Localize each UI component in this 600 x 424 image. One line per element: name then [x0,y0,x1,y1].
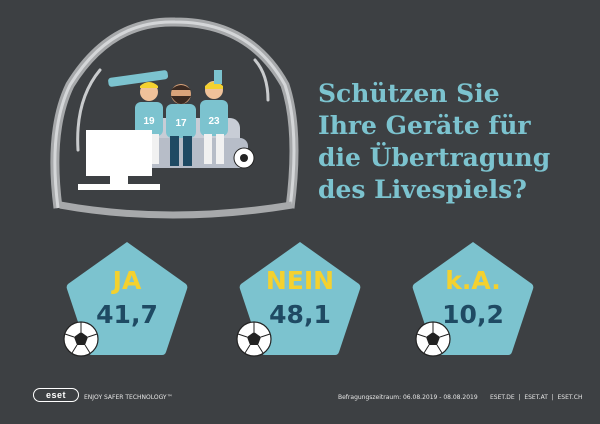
fans-illustration-icon: 19 17 23 [50,17,299,219]
stat-value: 41,7 [96,300,158,329]
pentagon-badge-icon [239,242,361,355]
stat-label: NEIN [265,266,335,295]
headline-line-2: Ihre Geräte für [318,111,531,140]
headline-line-1: Schützen Sie [318,79,500,108]
tv-icon [78,130,160,190]
stat-label: k.A. [445,266,501,295]
jersey-number-1: 19 [143,116,155,127]
stat-label: JA [112,266,142,295]
jersey-number-3: 23 [208,116,220,127]
jersey-number-2: 17 [175,118,187,129]
headline: Schützen Sie Ihre Geräte für die Übertra… [318,78,588,206]
stat-value: 48,1 [269,300,331,329]
headline-line-4: des Livespiels? [318,175,527,204]
stat-badge-nein: NEIN 48,1 [235,236,365,362]
stat-value: 10,2 [442,300,504,329]
soccer-ball-icon [236,321,272,357]
soccer-ball-icon [63,321,99,357]
eset-logo: eset [33,388,79,402]
logo-text: eset [33,388,79,402]
headline-line-3: die Übertragung [318,143,551,172]
footer-links[interactable]: ESET.DE | ESET.AT | ESET.CH [490,393,583,401]
pentagon-badge-icon [66,242,188,355]
soccer-ball-icon [415,321,451,357]
stat-badge-ja: JA 41,7 [62,236,192,362]
survey-period: Befragungszeitraum: 06.08.2019 - 08.08.2… [338,393,478,401]
slogan: ENJOY SAFER TECHNOLOGY™ [84,393,173,401]
glass-dome-icon [50,17,299,219]
